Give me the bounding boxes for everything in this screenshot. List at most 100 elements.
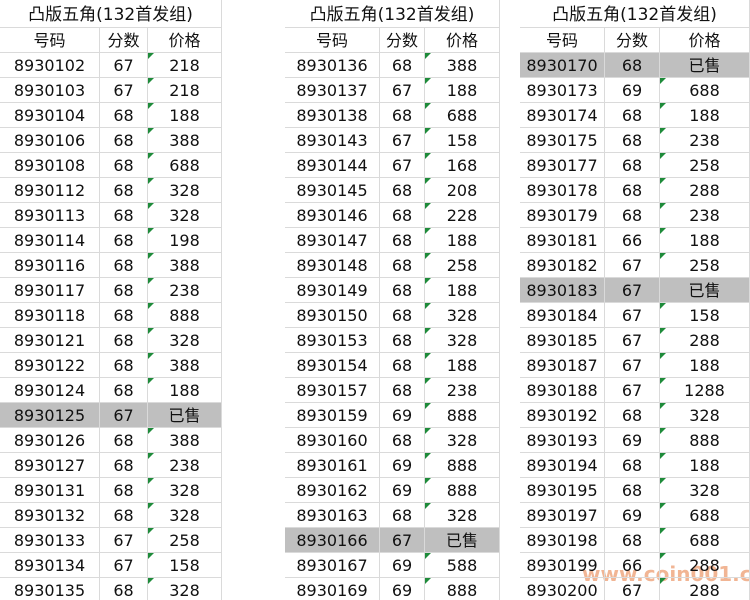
column-header: 号码 (520, 28, 605, 53)
text-number-indicator (425, 453, 431, 459)
code-cell: 8930199 (520, 553, 605, 578)
score-cell: 67 (380, 528, 425, 553)
score-cell: 68 (605, 203, 660, 228)
code-cell: 8930170 (520, 53, 605, 78)
price-cell: 328 (148, 478, 222, 503)
text-number-indicator (660, 578, 666, 584)
text-number-indicator (425, 353, 431, 359)
text-number-indicator (148, 228, 154, 234)
code-cell: 8930184 (520, 303, 605, 328)
price-cell: 208 (425, 178, 500, 203)
price-cell: 888 (148, 303, 222, 328)
score-cell: 68 (380, 278, 425, 303)
score-cell: 67 (605, 253, 660, 278)
code-cell: 8930197 (520, 503, 605, 528)
score-cell: 67 (380, 128, 425, 153)
text-number-indicator (425, 53, 431, 59)
code-cell: 8930118 (0, 303, 100, 328)
score-cell: 68 (100, 253, 148, 278)
text-number-indicator (148, 378, 154, 384)
score-cell: 68 (100, 278, 148, 303)
score-cell: 69 (380, 478, 425, 503)
text-number-indicator (148, 203, 154, 209)
text-number-indicator (425, 228, 431, 234)
price-cell: 328 (425, 328, 500, 353)
price-cell: 258 (660, 153, 750, 178)
score-cell: 67 (605, 353, 660, 378)
price-cell: 388 (148, 353, 222, 378)
code-cell: 8930163 (285, 503, 380, 528)
column-header: 分数 (380, 28, 425, 53)
text-number-indicator (425, 553, 431, 559)
price-cell: 238 (660, 128, 750, 153)
score-cell: 68 (100, 453, 148, 478)
code-cell: 8930127 (0, 453, 100, 478)
score-cell: 68 (380, 353, 425, 378)
price-cell: 328 (148, 203, 222, 228)
text-number-indicator (425, 128, 431, 134)
score-cell: 68 (605, 128, 660, 153)
price-cell: 188 (660, 103, 750, 128)
score-cell: 68 (100, 428, 148, 453)
score-cell: 68 (100, 328, 148, 353)
code-cell: 8930117 (0, 278, 100, 303)
score-cell: 68 (380, 228, 425, 253)
text-number-indicator (425, 503, 431, 509)
score-cell: 68 (380, 303, 425, 328)
price-cell: 188 (425, 228, 500, 253)
score-cell: 68 (100, 103, 148, 128)
score-cell: 68 (605, 403, 660, 428)
text-number-indicator (660, 453, 666, 459)
score-cell: 68 (380, 178, 425, 203)
price-cell: 1288 (660, 378, 750, 403)
score-cell: 68 (100, 478, 148, 503)
score-cell: 69 (605, 78, 660, 103)
price-cell: 228 (425, 203, 500, 228)
price-cell: 288 (660, 328, 750, 353)
price-cell: 888 (425, 403, 500, 428)
price-cell: 188 (148, 103, 222, 128)
score-cell: 68 (100, 228, 148, 253)
code-cell: 8930174 (520, 103, 605, 128)
score-cell: 68 (380, 328, 425, 353)
score-cell: 69 (605, 503, 660, 528)
text-number-indicator (660, 328, 666, 334)
table-title: 凸版五角(132首发组) (0, 0, 222, 28)
price-cell: 188 (425, 353, 500, 378)
score-cell: 67 (605, 303, 660, 328)
text-number-indicator (425, 103, 431, 109)
text-number-indicator (148, 178, 154, 184)
price-cell: 238 (148, 453, 222, 478)
price-cell: 388 (425, 53, 500, 78)
score-cell: 68 (380, 203, 425, 228)
score-cell: 69 (380, 403, 425, 428)
score-cell: 67 (605, 578, 660, 600)
text-number-indicator (660, 303, 666, 309)
price-cell: 158 (425, 128, 500, 153)
code-cell: 8930200 (520, 578, 605, 600)
price-cell: 288 (660, 578, 750, 600)
score-cell: 66 (605, 553, 660, 578)
score-cell: 68 (605, 178, 660, 203)
code-cell: 8930144 (285, 153, 380, 178)
score-cell: 69 (380, 578, 425, 600)
score-cell: 68 (100, 153, 148, 178)
code-cell: 8930138 (285, 103, 380, 128)
code-cell: 8930154 (285, 353, 380, 378)
code-cell: 8930192 (520, 403, 605, 428)
text-number-indicator (148, 53, 154, 59)
code-cell: 8930102 (0, 53, 100, 78)
price-cell: 388 (148, 253, 222, 278)
price-cell: 288 (660, 553, 750, 578)
code-cell: 8930150 (285, 303, 380, 328)
text-number-indicator (660, 103, 666, 109)
text-number-indicator (425, 328, 431, 334)
code-cell: 8930175 (520, 128, 605, 153)
price-cell: 888 (425, 478, 500, 503)
score-cell: 68 (380, 253, 425, 278)
price-cell: 328 (148, 328, 222, 353)
text-number-indicator (148, 128, 154, 134)
text-number-indicator (148, 278, 154, 284)
text-number-indicator (148, 353, 154, 359)
price-cell: 388 (148, 128, 222, 153)
